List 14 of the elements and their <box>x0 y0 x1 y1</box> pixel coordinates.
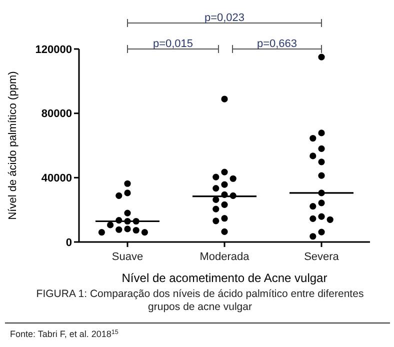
annotation: p=0,015 <box>152 38 194 50</box>
x-tick-label: Moderada <box>200 251 250 263</box>
y-tick-label: 80000 <box>41 108 72 120</box>
text: p=0,023 <box>204 12 245 24</box>
text: FIGURA 1: Comparação dos níveis de ácido palmítico entre diferentes grupos de acne vulgar <box>35 288 365 314</box>
annotation: p=0,663 <box>256 38 298 50</box>
y-tick-label: 120000 <box>35 44 72 56</box>
x-axis-title: Nível de acometimento de Acne vulgar <box>122 271 328 285</box>
x-tick-label: Suave <box>112 251 144 263</box>
y-tick-label: 0 <box>66 236 72 249</box>
y-axis-title: Nível de ácido palmítico (ppm) <box>7 71 19 220</box>
source-note: Fonte: Tabri F, et al. 2018$^{15}$ <box>10 328 119 339</box>
y-tick-label: 40000 <box>41 172 72 185</box>
x-tick-label: Severa <box>304 251 340 263</box>
